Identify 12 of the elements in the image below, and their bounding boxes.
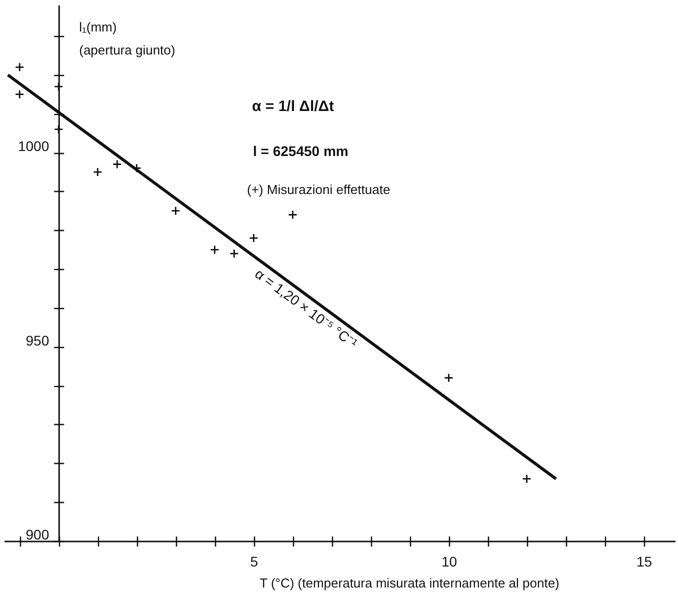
y-tick-label: 900: [26, 526, 50, 542]
y-tick-label: 950: [26, 332, 50, 348]
x-axis-title: T (°C) (temperatura misurata internamente al ponte): [260, 576, 560, 590]
y-axis-title: l₁(mm) (apertura giunto): [79, 20, 176, 58]
x-tick-label: 10: [441, 554, 458, 570]
x-tick-label: 15: [636, 554, 652, 570]
annotation: α = 1/l Δl/Δt: [252, 98, 334, 115]
y-tick-label: 1000: [18, 138, 50, 154]
x-tick-label: 5: [250, 554, 258, 570]
annotation: (+) Misurazioni effettuate: [247, 182, 390, 197]
annotation: l = 625450 mm: [253, 143, 348, 159]
annotation: α = 1,20 × 10⁻⁵ °C⁻¹: [252, 265, 361, 352]
